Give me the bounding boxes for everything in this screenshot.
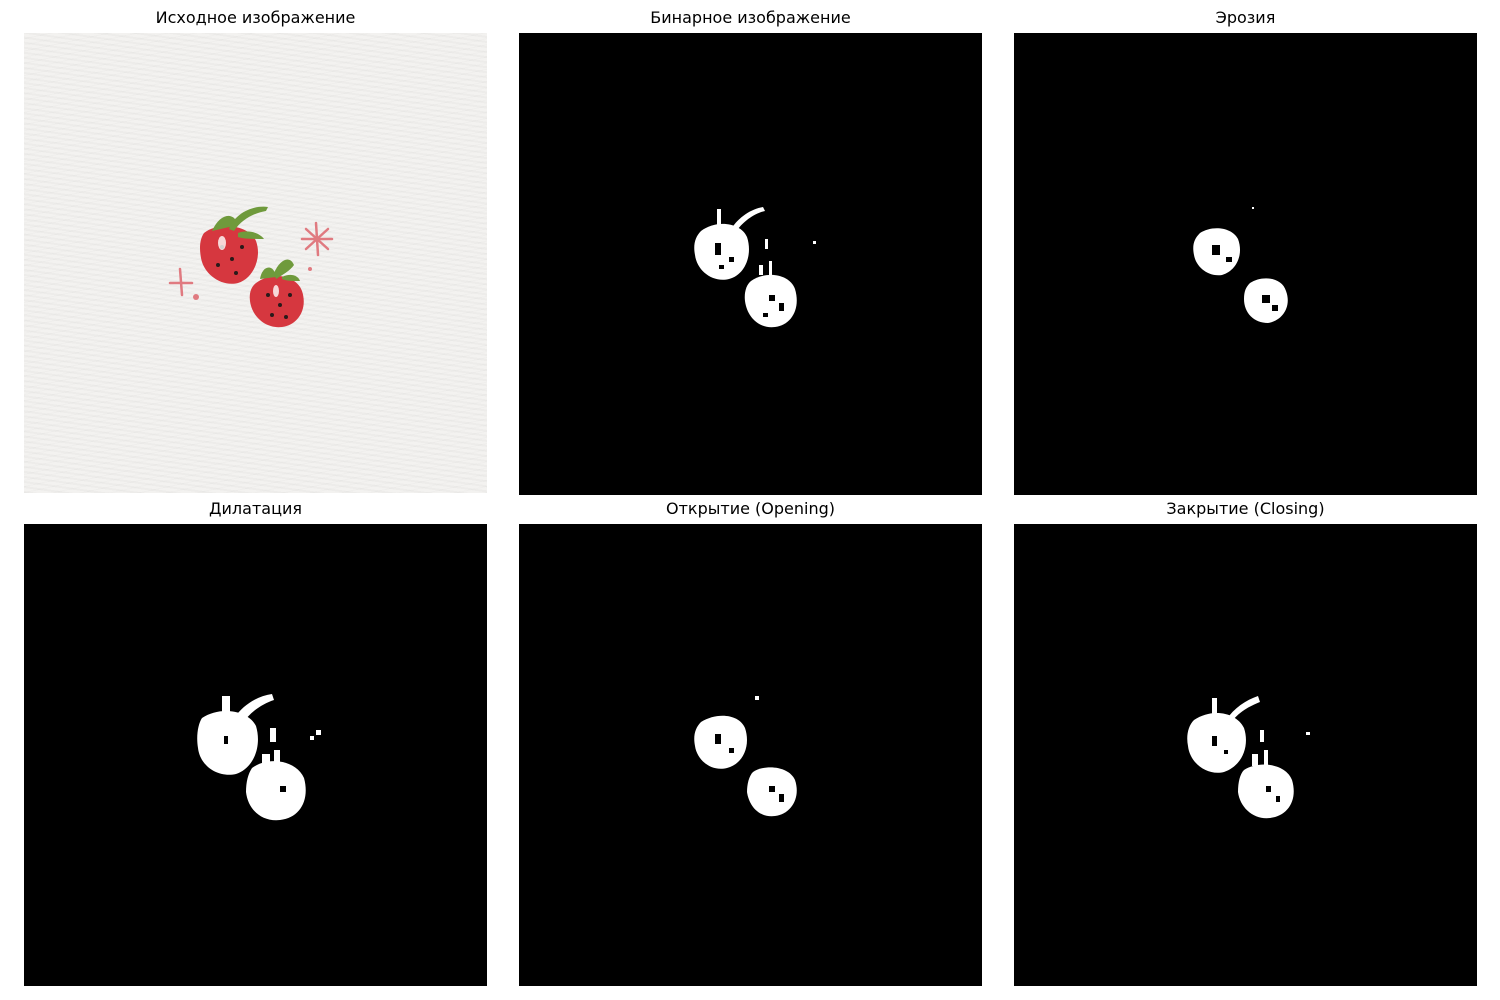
- sparkle-right: [300, 221, 334, 257]
- strawberry-right: [249, 259, 304, 328]
- closing-image: [1014, 524, 1477, 986]
- sparkle-left: [168, 267, 194, 297]
- panel-title: Открытие (Opening): [666, 499, 835, 518]
- dilation-image: [24, 524, 487, 986]
- closing-mask: [1187, 696, 1310, 819]
- erosion-mask: [1193, 207, 1288, 323]
- panel-title: Эрозия: [1215, 8, 1276, 27]
- binary-image: [519, 33, 982, 495]
- dot: [193, 294, 199, 300]
- panel-title: Дилатация: [209, 499, 302, 518]
- strawberries-drawing: [168, 206, 334, 328]
- panel-title: Закрытие (Closing): [1166, 499, 1325, 518]
- erosion-image: [1014, 33, 1477, 495]
- opening-image: [519, 524, 982, 986]
- dilation-mask: [197, 694, 321, 821]
- binary-mask: [694, 207, 816, 328]
- opening-mask: [694, 696, 797, 817]
- original-image: [24, 33, 487, 493]
- strawberry-left: [200, 206, 268, 284]
- panel-title: Исходное изображение: [155, 8, 356, 27]
- dot: [308, 267, 312, 271]
- panel-title: Бинарное изображение: [650, 8, 851, 27]
